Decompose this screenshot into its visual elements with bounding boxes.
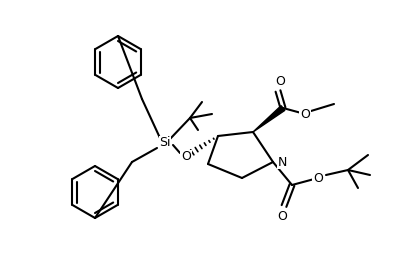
Text: O: O xyxy=(180,150,190,164)
Text: Si: Si xyxy=(159,136,170,149)
Text: N: N xyxy=(277,156,287,168)
Text: O: O xyxy=(312,172,322,184)
Text: O: O xyxy=(276,210,286,223)
Polygon shape xyxy=(252,106,284,132)
Text: O: O xyxy=(299,108,309,120)
Text: O: O xyxy=(274,75,284,88)
